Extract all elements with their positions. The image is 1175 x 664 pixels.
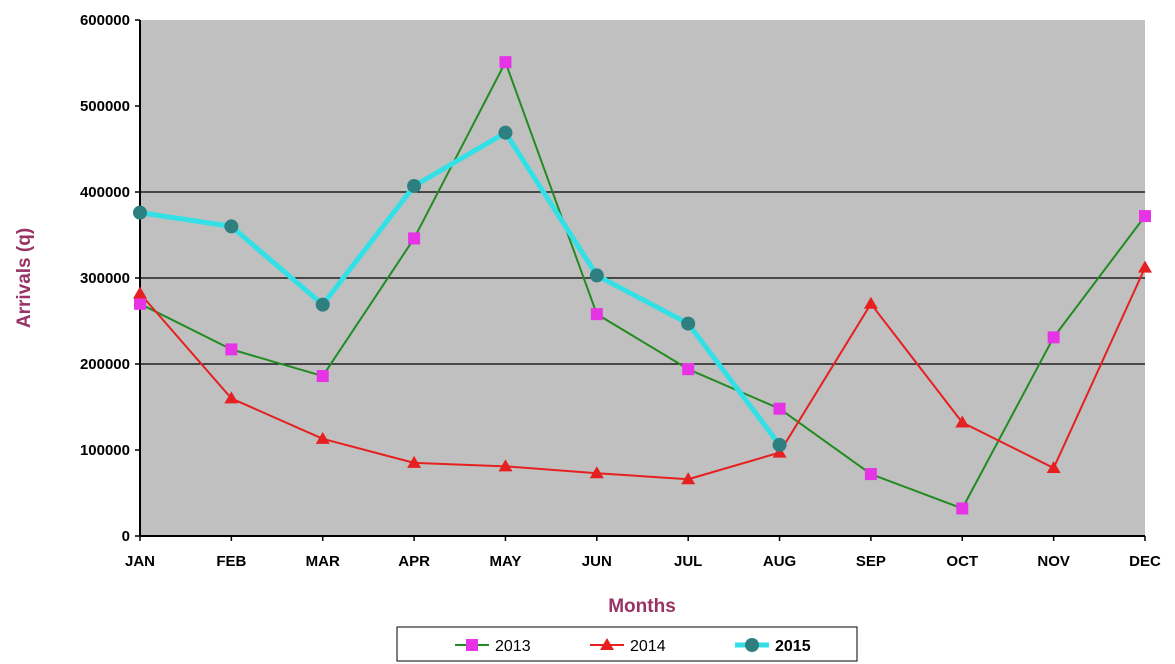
x-tick-label: NOV [1037, 553, 1070, 570]
data-point-2013-AUG [773, 402, 786, 415]
data-point-2015-FEB [224, 219, 239, 234]
series-2015 [139, 130, 782, 447]
x-tick-label: MAY [489, 553, 521, 570]
series-line-2014 [139, 267, 1146, 481]
x-axis-title: Months [608, 596, 676, 617]
x-tick-label: DEC [1129, 553, 1161, 570]
legend-entry-2014: 2014 [590, 638, 666, 655]
data-point-2014-SEP [863, 296, 878, 309]
data-point-2014-NOV [1046, 461, 1061, 474]
series-markers-2013 [134, 56, 1151, 515]
data-point-2013-FEB [225, 343, 238, 356]
legend-swatch-marker [745, 638, 759, 652]
gridlines [140, 191, 1145, 365]
series-line-2013 [139, 61, 1146, 510]
data-point-2014-APR [407, 455, 422, 468]
data-point-2013-JUN [590, 308, 603, 321]
series-2014 [139, 267, 1146, 481]
x-axis-ticks: JAN FEB MAR APR MAY JUN JUL AUG SEP OCT NOV DEC [125, 536, 1161, 570]
y-tick-label: 300000 [80, 270, 130, 287]
data-point-2015-JAN [133, 205, 147, 220]
data-point-2015-AUG [772, 437, 787, 452]
x-tick-label: JUL [674, 553, 702, 570]
y-tick-label: 100000 [80, 442, 130, 459]
series [133, 56, 1152, 515]
x-tick-label: OCT [946, 553, 978, 570]
data-point-2013-DEC [1139, 210, 1151, 223]
series-markers-2015 [133, 125, 787, 452]
data-point-2015-JUL [681, 316, 696, 331]
data-point-2013-NOV [1047, 331, 1060, 344]
data-point-2015-APR [407, 178, 422, 193]
data-point-2015-MAY [498, 125, 513, 140]
legend-label: 2014 [630, 638, 666, 655]
data-point-2015-MAR [315, 297, 330, 312]
data-point-2013-MAR [316, 370, 329, 383]
data-point-2015-JUN [589, 268, 604, 283]
series-line-2015 [139, 130, 782, 447]
data-point-2013-OCT [956, 502, 969, 515]
series-markers-2014 [133, 260, 1152, 485]
series-2013 [139, 61, 1146, 510]
y-tick-label: 0 [122, 528, 130, 545]
y-tick-label: 600000 [80, 12, 130, 29]
legend-label: 2013 [495, 638, 531, 655]
x-tick-label: SEP [856, 553, 886, 570]
data-point-2014-MAR [315, 431, 330, 444]
data-point-2014-JUN [589, 466, 604, 479]
x-tick-label: FEB [216, 553, 246, 570]
x-tick-label: JUN [582, 553, 612, 570]
data-point-2013-SEP [864, 468, 877, 481]
x-tick-label: AUG [763, 553, 796, 570]
x-tick-label: JAN [125, 553, 155, 570]
data-point-2014-JAN [133, 286, 147, 299]
data-point-2014-FEB [224, 391, 239, 404]
y-tick-label: 200000 [80, 356, 130, 373]
data-point-2013-JAN [134, 297, 146, 310]
y-axis-ticks: 0 100000 200000 300000 400000 500000 600000 [80, 12, 140, 545]
y-tick-label: 500000 [80, 98, 130, 115]
data-point-2014-MAY [498, 459, 513, 472]
data-point-2014-OCT [955, 415, 970, 428]
legend-entry-2015: 2015 [735, 638, 811, 655]
legend-entries: 2013 2014 2015 [455, 638, 811, 655]
legend-entry-2013: 2013 [455, 638, 531, 655]
y-axis-title: Arrivals (q) [14, 228, 35, 328]
legend-swatch-marker [466, 639, 478, 651]
data-point-2013-APR [408, 232, 421, 245]
data-point-2014-JUL [681, 472, 696, 485]
legend-swatch-marker [600, 638, 614, 650]
y-tick-label: 400000 [80, 184, 130, 201]
legend-label: 2015 [775, 638, 811, 655]
x-tick-label: MAR [306, 553, 340, 570]
x-tick-label: APR [398, 553, 430, 570]
data-point-2013-JUL [682, 363, 695, 376]
legend: 2013 2014 2015 [396, 626, 858, 662]
data-point-2014-DEC [1138, 260, 1152, 273]
data-point-2013-MAY [499, 56, 512, 69]
